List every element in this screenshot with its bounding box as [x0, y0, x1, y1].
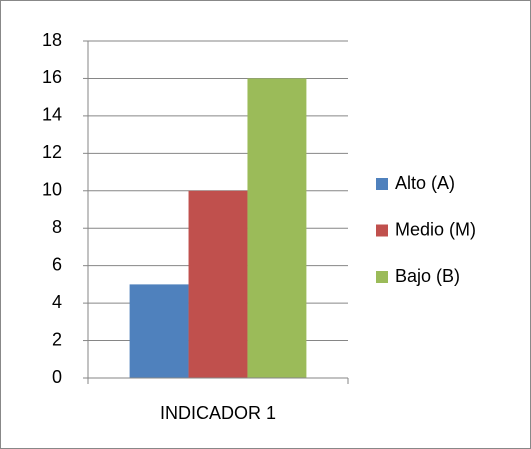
- y-tick-label: 0: [52, 367, 62, 387]
- y-tick-label: 14: [42, 105, 62, 125]
- legend-label: Bajo (B): [395, 266, 460, 286]
- y-tick-label: 4: [52, 292, 62, 312]
- bar: [129, 284, 189, 378]
- y-tick-label: 12: [42, 142, 62, 162]
- legend-label: Medio (M): [395, 219, 476, 239]
- legend-label: Alto (A): [395, 173, 455, 193]
- y-tick-label: 2: [52, 329, 62, 349]
- y-tick-label: 8: [52, 217, 62, 237]
- y-tick-label: 18: [42, 30, 62, 50]
- y-tick-label: 16: [42, 67, 62, 87]
- legend-swatch: [376, 178, 388, 190]
- y-tick-label: 10: [42, 180, 62, 200]
- legend-swatch: [376, 271, 388, 283]
- x-tick-label: INDICADOR 1: [160, 403, 276, 423]
- legend-swatch: [376, 224, 388, 237]
- bar: [247, 78, 307, 378]
- y-tick-label: 6: [52, 254, 62, 274]
- bar: [188, 190, 248, 378]
